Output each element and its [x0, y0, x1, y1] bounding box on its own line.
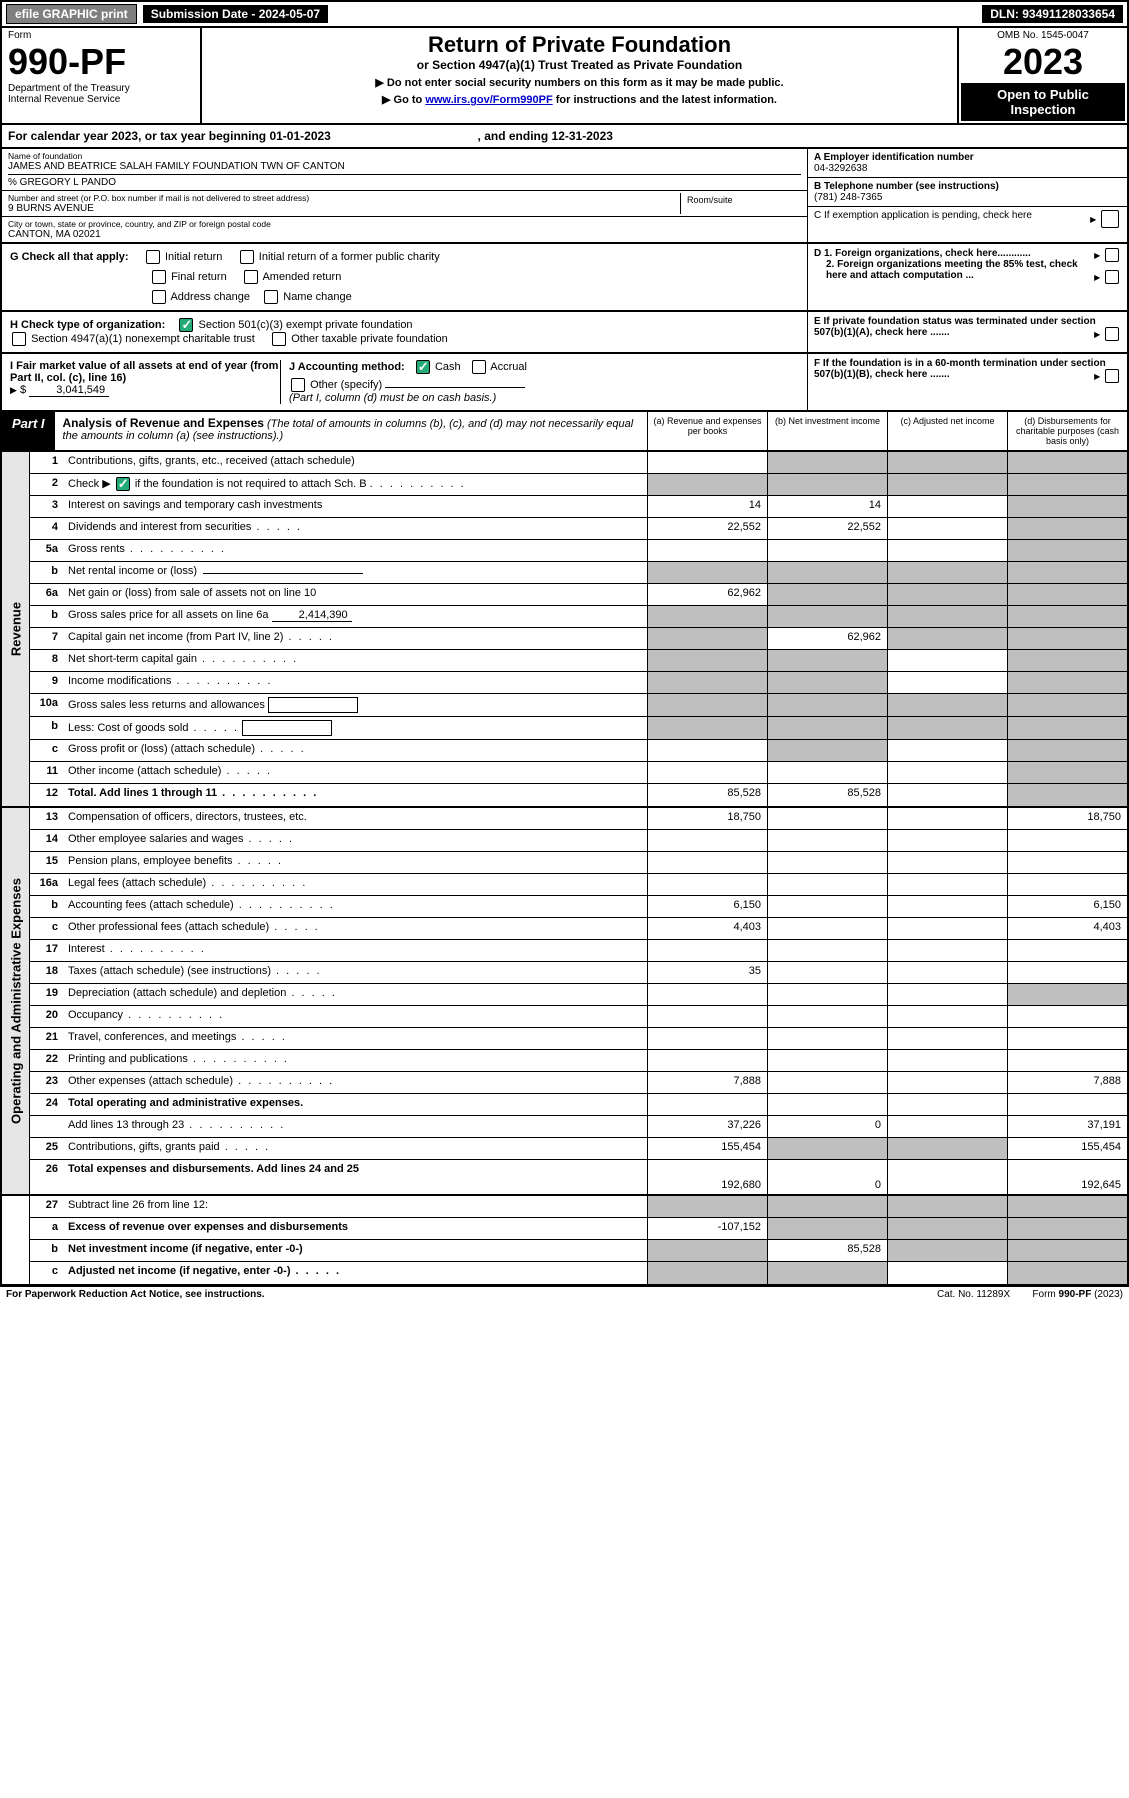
- foundation-name-cell: Name of foundation JAMES AND BEATRICE SA…: [2, 149, 807, 191]
- cat-no: Cat. No. 11289X: [937, 1289, 1010, 1300]
- part1-header: Part I Analysis of Revenue and Expenses …: [0, 412, 1129, 452]
- revenue-section: Revenue 1Contributions, gifts, grants, e…: [0, 452, 1129, 808]
- dln: DLN: 93491128033654: [982, 5, 1123, 23]
- irs: Internal Revenue Service: [8, 94, 194, 105]
- address-cell: Number and street (or P.O. box number if…: [2, 191, 807, 217]
- amended-return-cb[interactable]: [244, 270, 258, 284]
- dept: Department of the Treasury: [8, 83, 194, 94]
- other-taxable-cb[interactable]: [272, 332, 286, 346]
- footer: For Paperwork Reduction Act Notice, see …: [0, 1286, 1129, 1302]
- form-subtitle: or Section 4947(a)(1) Trust Treated as P…: [210, 58, 949, 72]
- 60month-cb[interactable]: [1105, 369, 1119, 383]
- exemption-box: C If exemption application is pending, c…: [808, 207, 1127, 224]
- accrual-cb[interactable]: [472, 360, 486, 374]
- ij-row: I Fair market value of all assets at end…: [0, 354, 1129, 412]
- exemption-checkbox[interactable]: [1101, 210, 1119, 228]
- form-title: Return of Private Foundation: [210, 32, 949, 58]
- name-change-cb[interactable]: [264, 290, 278, 304]
- 501c3-cb[interactable]: [179, 318, 193, 332]
- ein: 04-3292638: [814, 163, 1121, 174]
- top-bar: efile GRAPHIC print Submission Date - 20…: [0, 0, 1129, 28]
- col-a-hdr: (a) Revenue and expenses per books: [647, 412, 767, 450]
- expense-section: Operating and Administrative Expenses 13…: [0, 808, 1129, 1196]
- fmv-value: 3,041,549: [29, 384, 109, 397]
- submission-date: Submission Date - 2024-05-07: [143, 5, 328, 23]
- col-c-hdr: (c) Adjusted net income: [887, 412, 1007, 450]
- note-ssn: ▶ Do not enter social security numbers o…: [210, 76, 949, 89]
- header-left: Form 990-PF Department of the Treasury I…: [2, 28, 202, 123]
- foreign-org-cb[interactable]: [1105, 248, 1119, 262]
- form-label: Form: [8, 30, 194, 41]
- schb-cb[interactable]: [116, 477, 130, 491]
- info-block: Name of foundation JAMES AND BEATRICE SA…: [0, 149, 1129, 244]
- calendar-row: For calendar year 2023, or tax year begi…: [0, 125, 1129, 149]
- phone-box: B Telephone number (see instructions) (7…: [808, 178, 1127, 207]
- other-method-cb[interactable]: [291, 378, 305, 392]
- efile-print-button[interactable]: efile GRAPHIC print: [6, 4, 137, 24]
- address-change-cb[interactable]: [152, 290, 166, 304]
- h-row: H Check type of organization: Section 50…: [0, 312, 1129, 354]
- ein-box: A Employer identification number 04-3292…: [808, 149, 1127, 178]
- city-cell: City or town, state or province, country…: [2, 217, 807, 242]
- header-mid: Return of Private Foundation or Section …: [202, 28, 957, 123]
- part1-tag: Part I: [2, 412, 55, 450]
- tax-year: 2023: [961, 41, 1125, 83]
- city-state-zip: CANTON, MA 02021: [8, 229, 801, 240]
- room-suite: Room/suite: [681, 193, 801, 214]
- open-inspection: Open to Public Inspection: [961, 83, 1125, 121]
- col-b-hdr: (b) Net investment income: [767, 412, 887, 450]
- header-right: OMB No. 1545-0047 2023 Open to Public In…: [957, 28, 1127, 123]
- initial-return-cb[interactable]: [146, 250, 160, 264]
- form-number: 990-PF: [8, 41, 194, 83]
- revenue-label: Revenue: [2, 452, 30, 806]
- col-d-hdr: (d) Disbursements for charitable purpose…: [1007, 412, 1127, 450]
- final-return-cb[interactable]: [152, 270, 166, 284]
- form-header: Form 990-PF Department of the Treasury I…: [0, 28, 1129, 125]
- expense-label: Operating and Administrative Expenses: [2, 808, 30, 1194]
- terminated-cb[interactable]: [1105, 327, 1119, 341]
- g-row: G Check all that apply: Initial return I…: [0, 244, 1129, 312]
- 4947-cb[interactable]: [12, 332, 26, 346]
- cash-cb[interactable]: [416, 360, 430, 374]
- phone: (781) 248-7365: [814, 192, 1121, 203]
- initial-public-cb[interactable]: [240, 250, 254, 264]
- line27-section: 27Subtract line 26 from line 12: aExcess…: [0, 1196, 1129, 1286]
- foundation-name: JAMES AND BEATRICE SALAH FAMILY FOUNDATI…: [8, 161, 801, 172]
- paperwork-notice: For Paperwork Reduction Act Notice, see …: [6, 1289, 265, 1300]
- street-address: 9 BURNS AVENUE: [8, 203, 680, 214]
- omb: OMB No. 1545-0047: [961, 30, 1125, 41]
- irs-link[interactable]: www.irs.gov/Form990PF: [425, 94, 552, 106]
- note-link: ▶ Go to www.irs.gov/Form990PF for instru…: [210, 93, 949, 106]
- foreign-85-cb[interactable]: [1105, 270, 1119, 284]
- form-ref: Form 990-PF (2023): [1032, 1289, 1123, 1300]
- care-of: % GREGORY L PANDO: [8, 174, 801, 188]
